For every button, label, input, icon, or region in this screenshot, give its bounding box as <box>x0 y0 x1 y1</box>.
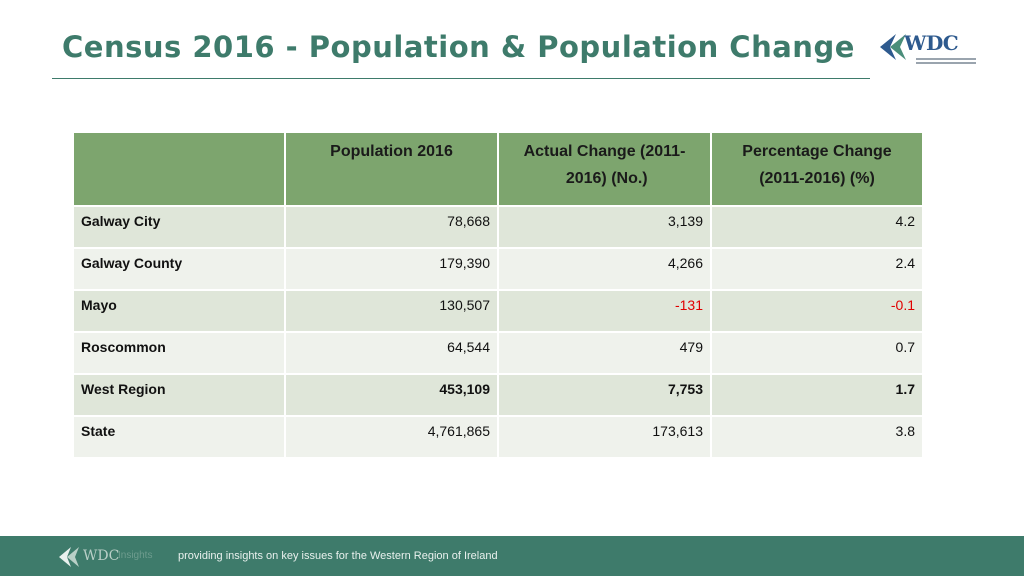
header-percentage-change: Percentage Change (2011-2016) (%) <box>710 131 924 207</box>
table-row: Galway City 78,668 3,139 4.2 <box>72 205 924 249</box>
cell-percentage-change: -0.1 <box>710 289 924 333</box>
cell-percentage-change: 4.2 <box>710 205 924 249</box>
footer-logo-wordmark: WDC <box>83 548 120 564</box>
header-population: Population 2016 <box>284 131 499 207</box>
cell-area: Roscommon <box>72 331 286 375</box>
table-row: Mayo 130,507 -131 -0.1 <box>72 289 924 333</box>
cell-population: 130,507 <box>284 289 499 333</box>
cell-population: 78,668 <box>284 205 499 249</box>
wdc-chevron-icon <box>880 34 906 60</box>
logo-subline <box>916 62 976 64</box>
cell-actual-change: 173,613 <box>497 415 712 459</box>
footer-tagline: providing insights on key issues for the… <box>178 550 498 562</box>
cell-percentage-change: 3.8 <box>710 415 924 459</box>
footer-logo-suffix: Insights <box>118 550 153 561</box>
cell-area: State <box>72 415 286 459</box>
cell-population: 64,544 <box>284 331 499 375</box>
table-row: Galway County 179,390 4,266 2.4 <box>72 247 924 291</box>
footer-chevron-icon <box>59 547 79 567</box>
logo-subline <box>916 58 976 60</box>
cell-area: West Region <box>72 373 286 417</box>
cell-percentage-change: 2.4 <box>710 247 924 291</box>
cell-area: Galway County <box>72 247 286 291</box>
cell-percentage-change: 1.7 <box>710 373 924 417</box>
page-title: Census 2016 - Population & Population Ch… <box>62 30 855 64</box>
cell-actual-change: 3,139 <box>497 205 712 249</box>
table-row: State 4,761,865 173,613 3.8 <box>72 415 924 459</box>
footer-bar: WDC Insights providing insights on key i… <box>0 536 1024 576</box>
header-actual-change: Actual Change (2011- 2016) (No.) <box>497 131 712 207</box>
cell-area: Mayo <box>72 289 286 333</box>
cell-actual-change: 7,753 <box>497 373 712 417</box>
cell-actual-change: 479 <box>497 331 712 375</box>
population-table: Population 2016 Actual Change (2011- 201… <box>72 131 924 459</box>
table-row: Roscommon 64,544 479 0.7 <box>72 331 924 375</box>
cell-population: 179,390 <box>284 247 499 291</box>
cell-area: Galway City <box>72 205 286 249</box>
cell-population: 453,109 <box>284 373 499 417</box>
logo-wordmark: WDC <box>904 31 959 55</box>
table-header-row: Population 2016 Actual Change (2011- 201… <box>72 131 924 207</box>
cell-actual-change: 4,266 <box>497 247 712 291</box>
cell-population: 4,761,865 <box>284 415 499 459</box>
cell-percentage-change: 0.7 <box>710 331 924 375</box>
title-underline <box>52 78 870 79</box>
cell-actual-change: -131 <box>497 289 712 333</box>
wdc-logo: WDC <box>876 30 976 70</box>
header-area <box>72 131 286 207</box>
table-row: West Region 453,109 7,753 1.7 <box>72 373 924 417</box>
